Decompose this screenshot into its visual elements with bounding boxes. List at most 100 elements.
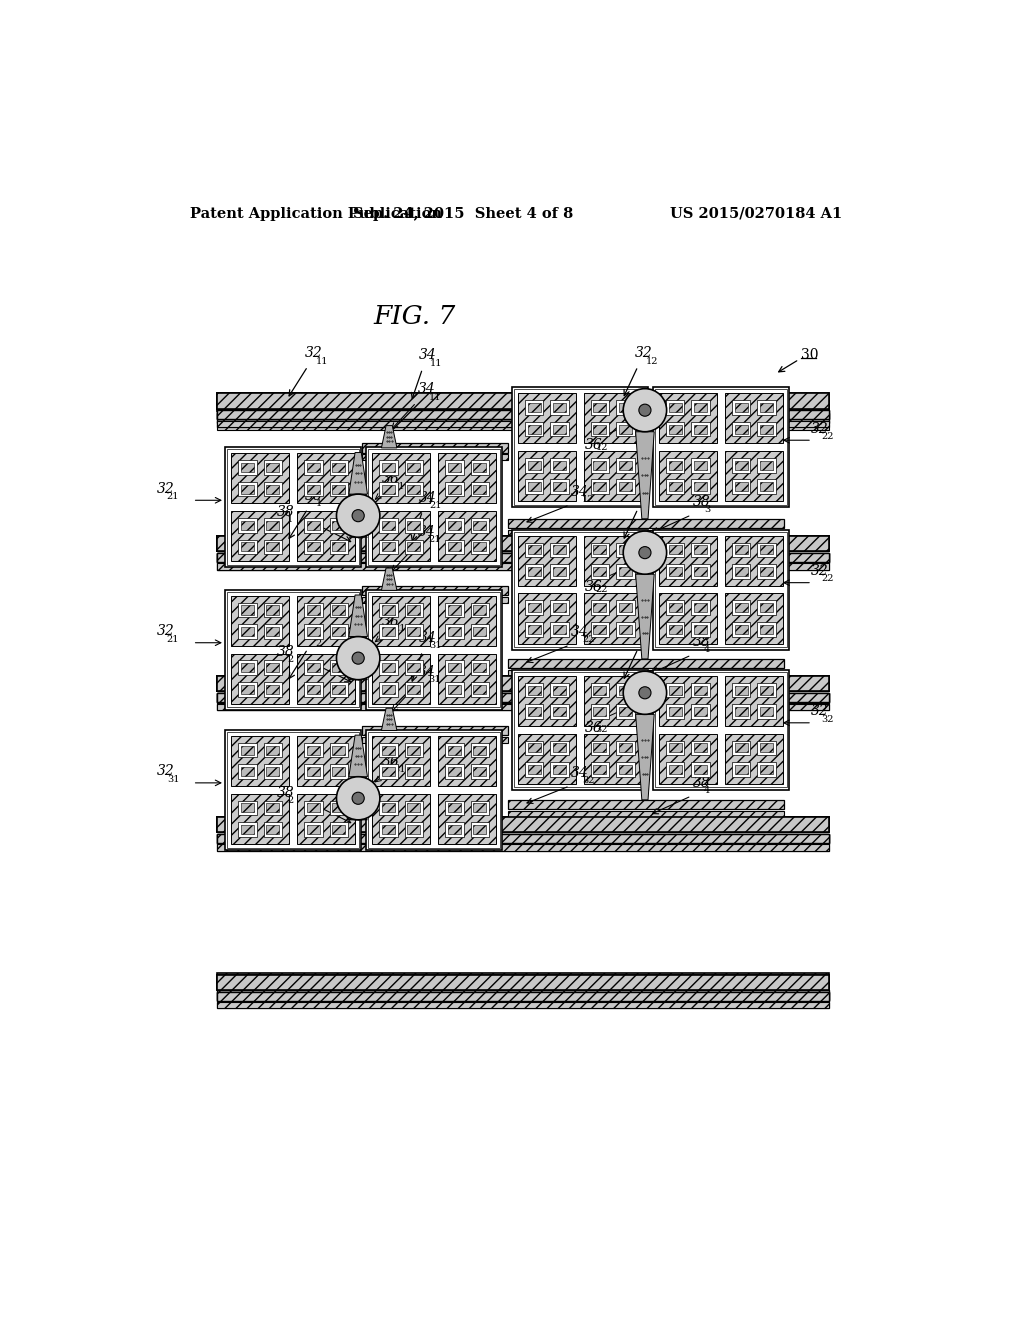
Text: US 2015/0270184 A1: US 2015/0270184 A1 [671, 207, 843, 220]
Bar [382, 746, 395, 755]
Text: 32: 32 [811, 564, 828, 578]
Bar [241, 825, 254, 834]
Bar [333, 685, 345, 694]
Bar [620, 403, 632, 412]
Bar [266, 463, 280, 473]
Text: 21: 21 [429, 502, 442, 511]
Bar [658, 393, 717, 444]
Bar [445, 482, 464, 496]
Bar [404, 482, 423, 496]
Bar [620, 764, 632, 774]
Bar [238, 603, 257, 618]
Bar [382, 825, 395, 834]
Bar [594, 743, 606, 752]
Bar [241, 543, 254, 552]
Bar [471, 682, 489, 697]
Bar [263, 603, 283, 618]
Bar [669, 403, 682, 412]
Bar [266, 543, 280, 552]
Bar [307, 685, 319, 694]
Bar [445, 461, 464, 475]
Bar [473, 484, 486, 494]
Bar [471, 517, 489, 532]
Bar [760, 403, 773, 412]
Text: 1: 1 [287, 515, 293, 524]
Bar [404, 660, 423, 675]
Bar [591, 564, 609, 578]
Bar [263, 764, 283, 779]
Bar [514, 532, 646, 647]
Bar [304, 624, 323, 639]
Bar [620, 568, 632, 576]
Bar [408, 484, 421, 494]
Text: 38: 38 [693, 495, 711, 508]
Bar [550, 400, 569, 414]
Bar [297, 793, 355, 843]
Bar [527, 603, 541, 612]
Bar [584, 393, 642, 444]
Text: 4: 4 [703, 787, 710, 795]
Bar [758, 622, 776, 636]
Bar [333, 627, 345, 636]
Bar [238, 682, 257, 697]
Bar [217, 411, 523, 420]
Bar [655, 532, 786, 647]
Circle shape [337, 636, 380, 680]
Bar [620, 425, 632, 433]
Bar [382, 484, 395, 494]
Bar [732, 564, 751, 578]
Bar [527, 764, 541, 774]
Bar [669, 461, 682, 470]
Bar [584, 676, 642, 726]
Bar [379, 764, 397, 779]
Bar [263, 461, 283, 475]
Bar [471, 822, 489, 837]
Text: 34: 34 [571, 624, 589, 639]
Bar [471, 540, 489, 554]
Bar [758, 601, 776, 615]
Bar [584, 594, 642, 644]
Bar [760, 603, 773, 612]
Circle shape [639, 686, 651, 698]
Bar [669, 482, 682, 491]
Bar [760, 708, 773, 717]
Bar [217, 704, 829, 710]
Bar [263, 660, 283, 675]
Bar [408, 627, 421, 636]
Bar [241, 627, 254, 636]
Text: 21: 21 [393, 624, 406, 634]
Text: 12: 12 [646, 356, 658, 366]
Bar [514, 672, 646, 788]
Polygon shape [381, 425, 397, 447]
Bar [620, 603, 632, 612]
Bar [553, 708, 566, 717]
Bar [591, 601, 609, 615]
Text: 22: 22 [583, 635, 595, 644]
Bar [408, 804, 421, 812]
Bar [527, 425, 541, 433]
Bar [404, 540, 423, 554]
Bar [372, 453, 430, 503]
Bar [732, 400, 751, 414]
Bar [266, 484, 280, 494]
Bar [514, 389, 646, 506]
Bar [758, 400, 776, 414]
Bar [658, 734, 717, 784]
Bar [297, 511, 355, 561]
Bar [512, 387, 648, 507]
Bar [217, 553, 523, 562]
Bar [333, 484, 345, 494]
Bar [620, 482, 632, 491]
Bar [591, 741, 609, 755]
Bar [666, 601, 684, 615]
Bar [304, 540, 323, 554]
Bar [408, 463, 421, 473]
Bar [304, 743, 323, 758]
Bar [404, 461, 423, 475]
Bar [584, 734, 642, 784]
Bar [408, 663, 421, 672]
Bar [241, 463, 254, 473]
Bar [447, 627, 461, 636]
Bar [758, 705, 776, 719]
Bar [445, 517, 464, 532]
